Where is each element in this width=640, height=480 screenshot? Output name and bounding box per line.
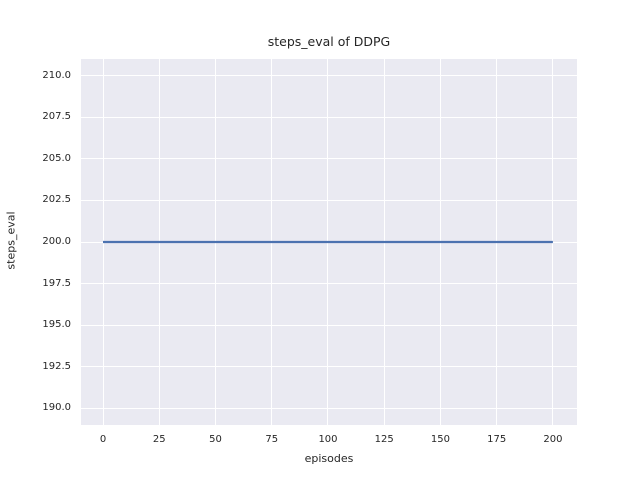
y-tick-label: 192.5 [42,360,71,372]
y-tick-label: 200.0 [42,236,71,247]
gridline-horizontal [81,283,577,285]
x-tick-label: 175 [487,434,507,445]
x-tick-label: 200 [543,434,563,445]
x-tick-label: 125 [374,434,394,445]
series-layer [103,240,553,244]
y-tick-label: 202.5 [42,194,71,206]
gridline-horizontal [81,75,577,77]
x-tick-label: 75 [265,434,279,445]
gridline-horizontal [81,366,577,368]
x-axis-label: episodes [304,452,354,465]
gridline-horizontal [81,158,577,160]
chart-title: steps_eval of DDPG [267,34,391,49]
y-tick-label: 190.0 [42,402,71,414]
gridline-horizontal [81,199,577,201]
gridline-vertical [552,59,554,425]
x-tick-label: 50 [209,434,222,445]
y-tick-label: 207.5 [42,111,71,123]
x-tick-label: 100 [318,434,338,445]
plot-area [81,59,577,425]
y-tick-label: 210.0 [42,69,71,81]
gridline-horizontal [81,116,577,118]
x-tick-label: 25 [152,434,166,445]
y-tick-label: 195.0 [42,319,71,331]
x-tick-label: 0 [99,434,107,445]
gridline-horizontal [81,407,577,409]
gridline-horizontal [81,324,577,326]
x-tick-label: 150 [430,434,450,445]
y-tick-label: 205.0 [42,152,71,164]
y-tick-label: 197.5 [42,277,71,289]
